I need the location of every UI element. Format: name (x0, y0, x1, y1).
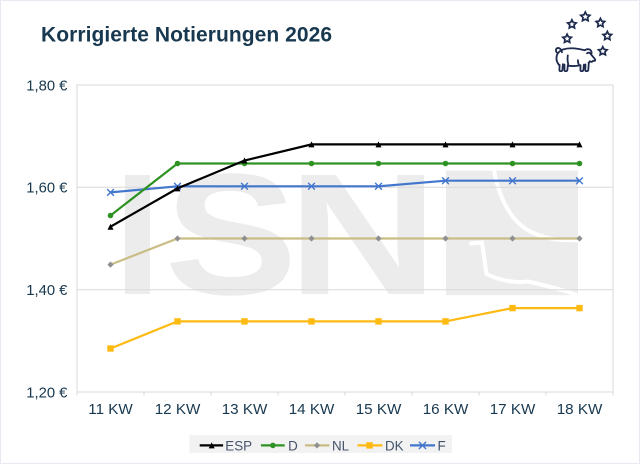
svg-text:S: S (165, 137, 298, 331)
svg-text:D: D (288, 439, 298, 454)
svg-text:12 KW: 12 KW (155, 401, 201, 418)
svg-text:NL: NL (332, 439, 349, 454)
svg-text:1,60 €: 1,60 € (26, 181, 68, 197)
svg-text:F: F (438, 439, 446, 454)
svg-text:N: N (288, 138, 438, 331)
svg-text:I: I (113, 137, 161, 331)
svg-text:13 KW: 13 KW (222, 401, 268, 418)
svg-text:ESP: ESP (225, 439, 252, 454)
svg-text:18 KW: 18 KW (557, 401, 603, 418)
svg-text:11 KW: 11 KW (88, 401, 133, 418)
svg-text:16 KW: 16 KW (423, 401, 469, 418)
svg-text:1,20 €: 1,20 € (26, 385, 68, 401)
svg-text:DK: DK (385, 439, 404, 454)
svg-text:14 KW: 14 KW (289, 401, 335, 418)
svg-text:Korrigierte Notierungen 2026: Korrigierte Notierungen 2026 (41, 24, 332, 47)
svg-text:17 KW: 17 KW (490, 401, 536, 418)
svg-text:1,80 €: 1,80 € (26, 78, 68, 94)
svg-text:15 KW: 15 KW (356, 401, 402, 418)
svg-text:1,40 €: 1,40 € (26, 283, 68, 299)
